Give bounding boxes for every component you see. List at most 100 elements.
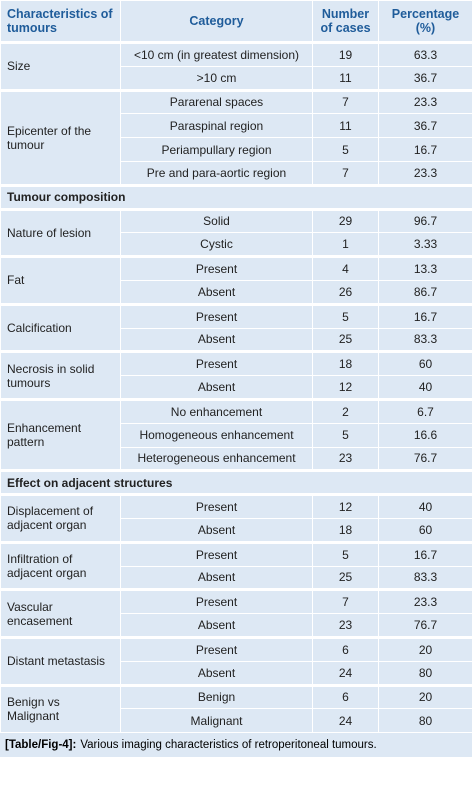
category: Present (120, 588, 313, 615)
section-title: Effect on adjacent structures (0, 469, 472, 496)
percentage: 16.6 (378, 422, 472, 448)
percentage: 40 (378, 493, 472, 519)
cases: 11 (312, 65, 379, 91)
category: Solid (120, 207, 313, 234)
cases: 23 (312, 613, 379, 638)
cases: 12 (312, 493, 379, 519)
data-row: Paraspinal region 11 36.7 (1, 113, 472, 139)
cases: 11 (312, 113, 379, 139)
caption-text: Various imaging characteristics of retro… (80, 739, 377, 752)
percentage: 20 (378, 683, 472, 710)
category: Present (120, 255, 313, 281)
data-row: Necrosis in solid tumours Present 18 60 (0, 350, 472, 400)
cases: 5 (312, 137, 379, 162)
section-row: Tumour composition (0, 183, 472, 210)
data-row: Nature of lesion Solid 29 96.7 (0, 207, 472, 258)
data-row: Heterogeneous enhancement 23 76.7 (1, 446, 472, 472)
category: Present (120, 635, 313, 662)
section-row: Effect on adjacent structures (0, 469, 472, 496)
data-table: Characteristics of tumours Category Numb… (0, 0, 472, 734)
percentage: 3.33 (378, 232, 472, 258)
category: Present (120, 540, 313, 567)
data-row: Distant metastasis Present 6 20 (0, 635, 472, 686)
category: Pre and para-aortic region (120, 160, 313, 186)
percentage: 40 (378, 375, 472, 400)
percentage: 16.7 (378, 137, 472, 162)
category: Absent (120, 327, 313, 353)
cases: 6 (312, 635, 379, 662)
group-label: Displacement of adjacent organ (0, 493, 121, 543)
data-row: Enhancement pattern No enhancement 2 6.7 (0, 397, 472, 472)
percentage: 6.7 (378, 397, 472, 424)
cases: 23 (312, 446, 379, 472)
group-label: Benign vs Malignant (0, 683, 121, 734)
data-row: Displacement of adjacent organ Present 12 4… (0, 493, 472, 543)
percentage: 23.3 (378, 160, 472, 186)
header-cell: Characteristics of tumours (0, 0, 121, 43)
caption: [Table/Fig-4]: Various imaging characteri… (0, 733, 472, 758)
percentage: 13.3 (378, 255, 472, 281)
category: Absent (120, 565, 313, 591)
category: Paraspinal region (120, 113, 313, 139)
header-row: Characteristics of tumours Category Numb… (0, 0, 472, 43)
group-label: Enhancement pattern (0, 397, 121, 472)
category: Absent (120, 517, 313, 543)
section-title: Tumour composition (0, 183, 472, 210)
category: Homogeneous enhancement (120, 422, 313, 448)
category: Absent (120, 660, 313, 686)
data-row: Benign vs Malignant Benign 6 20 (0, 683, 472, 734)
percentage: 20 (378, 635, 472, 662)
cases: 5 (312, 540, 379, 567)
data-row: Periampullary region 5 16.7 (1, 137, 472, 162)
category: Malignant (120, 708, 313, 734)
cases: 18 (312, 517, 379, 543)
cases: 18 (312, 350, 379, 377)
data-row: Vascular encasement Present 7 23.3 (0, 588, 472, 638)
cases: 7 (312, 588, 379, 615)
group-label: Fat (0, 255, 121, 305)
percentage: 80 (378, 708, 472, 734)
data-row: Absent 25 83.3 (1, 327, 472, 353)
header-cell: Category (120, 0, 313, 43)
percentage: 80 (378, 660, 472, 686)
percentage: 83.3 (378, 565, 472, 591)
data-row: Absent 12 40 (1, 375, 472, 400)
group-label: Nature of lesion (0, 207, 121, 258)
cases: 5 (312, 302, 379, 329)
category: Absent (120, 375, 313, 400)
data-row: Absent 26 86.7 (1, 279, 472, 305)
cases: 1 (312, 232, 379, 258)
cases: 6 (312, 683, 379, 710)
cases: 24 (312, 708, 379, 734)
cases: 25 (312, 327, 379, 353)
category: >10 cm (120, 65, 313, 91)
percentage: 23.3 (378, 88, 472, 115)
cases: 26 (312, 279, 379, 305)
table-head: Characteristics of tumours Category Numb… (0, 0, 472, 43)
cases: 5 (312, 422, 379, 448)
group-label: Vascular encasement (0, 588, 121, 638)
percentage: 76.7 (378, 613, 472, 638)
cases: 2 (312, 397, 379, 424)
cases: 4 (312, 255, 379, 281)
category: Absent (120, 279, 313, 305)
category: Present (120, 350, 313, 377)
data-row: Fat Present 4 13.3 (0, 255, 472, 305)
cases: 7 (312, 88, 379, 115)
category: Present (120, 493, 313, 519)
percentage: 36.7 (378, 65, 472, 91)
category: Absent (120, 613, 313, 638)
category: Pararenal spaces (120, 88, 313, 115)
data-row: Size <10 cm (in greatest dimension) 19 63.3 (0, 41, 472, 91)
cases: 19 (312, 41, 379, 67)
category: Cystic (120, 232, 313, 258)
percentage: 83.3 (378, 327, 472, 353)
percentage: 63.3 (378, 41, 472, 67)
percentage: 86.7 (378, 279, 472, 305)
cases: 24 (312, 660, 379, 686)
group-label: Calcification (0, 302, 121, 353)
category: <10 cm (in greatest dimension) (120, 41, 313, 67)
data-row: >10 cm 11 36.7 (1, 65, 472, 91)
percentage: 60 (378, 350, 472, 377)
